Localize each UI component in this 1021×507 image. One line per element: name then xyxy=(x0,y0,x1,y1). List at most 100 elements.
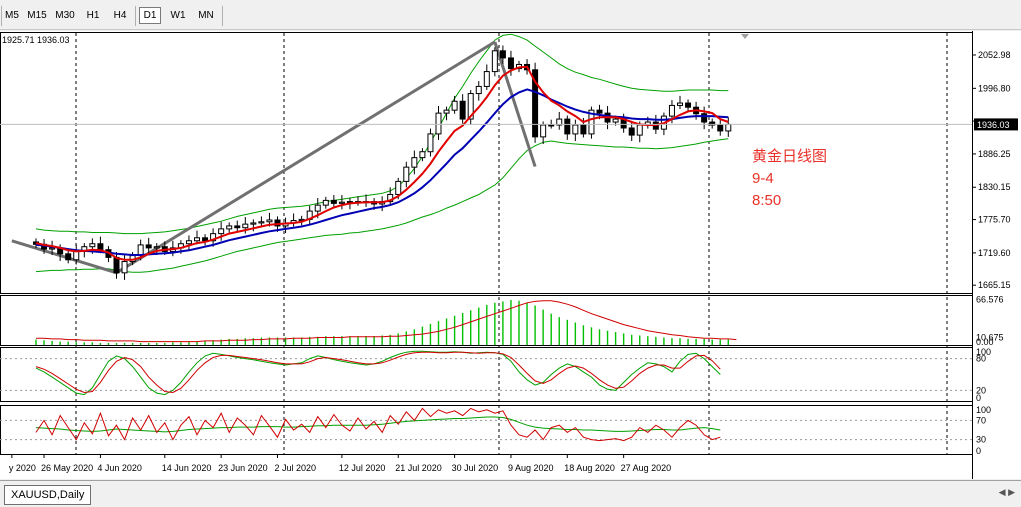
trendline-0[interactable] xyxy=(11,239,117,275)
candle[interactable] xyxy=(467,89,474,126)
x-tick-label: 14 Jun 2020 xyxy=(162,463,212,473)
candle[interactable] xyxy=(226,222,233,233)
candle-body xyxy=(685,102,692,108)
bollinger-lower-band xyxy=(35,138,729,273)
y-tick-label: 1886.25 xyxy=(978,149,1011,159)
candle[interactable] xyxy=(701,106,708,130)
timeframe-m15-button[interactable]: M15 xyxy=(27,10,47,21)
candle[interactable] xyxy=(475,81,482,101)
ohlc-header: 1925.71 1936.03 xyxy=(2,35,70,45)
candle[interactable] xyxy=(185,235,192,251)
candle[interactable] xyxy=(540,121,547,145)
candle-body xyxy=(121,261,128,274)
candle[interactable] xyxy=(202,234,209,246)
candle[interactable] xyxy=(564,115,571,140)
candle-body xyxy=(338,201,345,204)
candle[interactable] xyxy=(483,64,490,90)
candle[interactable] xyxy=(443,106,450,121)
histogram-y-label: 10.675 xyxy=(976,333,1004,343)
rsi-y-label: 30 xyxy=(976,435,986,445)
candle-body xyxy=(677,102,683,106)
candle-body xyxy=(314,204,321,212)
rsi-y-label: 100 xyxy=(976,405,991,415)
candle[interactable] xyxy=(419,148,426,162)
candle-body xyxy=(65,253,72,261)
shift-marker-icon[interactable] xyxy=(741,34,749,39)
timeframe-w1-button[interactable]: W1 xyxy=(170,10,186,21)
price-badge-bg xyxy=(974,118,1018,131)
timeframe-d1-button[interactable]: D1 xyxy=(139,7,161,24)
rsi-line-0 xyxy=(35,416,721,433)
candle[interactable] xyxy=(121,254,128,280)
x-tick-label: 26 May 2020 xyxy=(41,463,93,473)
candle[interactable] xyxy=(709,118,716,129)
trendline-1[interactable] xyxy=(115,40,496,275)
timeframe-h1-button[interactable]: H1 xyxy=(86,10,100,21)
candle[interactable] xyxy=(234,220,241,233)
candle[interactable] xyxy=(451,95,458,114)
candle[interactable] xyxy=(258,216,265,227)
timeframe-mn-button[interactable]: MN xyxy=(198,10,214,21)
candle[interactable] xyxy=(499,45,506,64)
histogram-y-label: 66.576 xyxy=(976,295,1004,305)
candle[interactable] xyxy=(330,195,337,209)
candle[interactable] xyxy=(532,62,539,143)
candle-body xyxy=(475,85,482,95)
chart-canvas[interactable]: 1936.03 2052.98 1996.80 1886.25 1830.15 1775.… xyxy=(0,31,1021,479)
timeframe-m30-button[interactable]: M30 xyxy=(55,10,75,21)
candle[interactable] xyxy=(145,237,152,254)
candle-body xyxy=(459,100,466,120)
candle[interactable] xyxy=(338,195,345,210)
candle-body xyxy=(403,166,410,182)
candle[interactable] xyxy=(194,230,200,245)
candle[interactable] xyxy=(427,128,434,157)
candle-body xyxy=(572,124,579,135)
candle-body xyxy=(89,243,96,248)
candle-body xyxy=(709,121,716,126)
candle[interactable] xyxy=(403,161,410,188)
candle-body xyxy=(258,221,265,224)
histogram-signal-line xyxy=(36,300,737,343)
bollinger-upper-band xyxy=(35,33,729,235)
candle-body xyxy=(467,93,474,120)
rsi-line-1 xyxy=(35,407,721,442)
candle-body xyxy=(628,127,635,136)
candle-body xyxy=(185,240,192,245)
candle-body xyxy=(49,247,56,250)
candle-body xyxy=(596,109,603,114)
candle[interactable] xyxy=(210,228,217,247)
rsi-y-label: 70 xyxy=(976,415,986,425)
candle-body xyxy=(507,57,514,70)
candle-body xyxy=(668,104,675,117)
timeframe-m5-button[interactable]: M5 xyxy=(5,10,19,21)
candle[interactable] xyxy=(322,196,329,209)
annotation-line-1: 9-4 xyxy=(752,170,774,187)
timeframe-h4-button[interactable]: H4 xyxy=(113,10,127,21)
candle-body xyxy=(97,243,104,251)
trendline-2[interactable] xyxy=(493,41,537,168)
candle[interactable] xyxy=(685,99,692,112)
candle[interactable] xyxy=(459,94,466,124)
candle[interactable] xyxy=(49,240,56,256)
candle-body xyxy=(556,118,563,126)
candle-body xyxy=(411,157,418,168)
candle-body xyxy=(210,233,217,242)
toolbar-grip xyxy=(1,6,2,26)
candle[interactable] xyxy=(556,111,563,130)
symbol-tab[interactable]: XAUUSD,Daily xyxy=(4,485,92,505)
candle[interactable] xyxy=(411,150,418,175)
candle[interactable] xyxy=(491,47,498,77)
x-tick-label: 2 Jul 2020 xyxy=(275,463,317,473)
candle[interactable] xyxy=(588,106,595,139)
candle-body xyxy=(145,244,152,249)
candle[interactable] xyxy=(572,119,579,142)
x-tick-label: 27 Aug 2020 xyxy=(621,463,672,473)
candle-body xyxy=(435,112,442,135)
moving-average-fast xyxy=(35,65,729,261)
candle-body xyxy=(194,237,200,242)
candle[interactable] xyxy=(717,119,724,136)
candle[interactable] xyxy=(435,106,442,140)
candle[interactable] xyxy=(677,95,683,109)
tab-scroll-arrows[interactable]: ◀ ▶ xyxy=(998,487,1015,497)
y-tick-label: 1996.80 xyxy=(978,83,1011,93)
